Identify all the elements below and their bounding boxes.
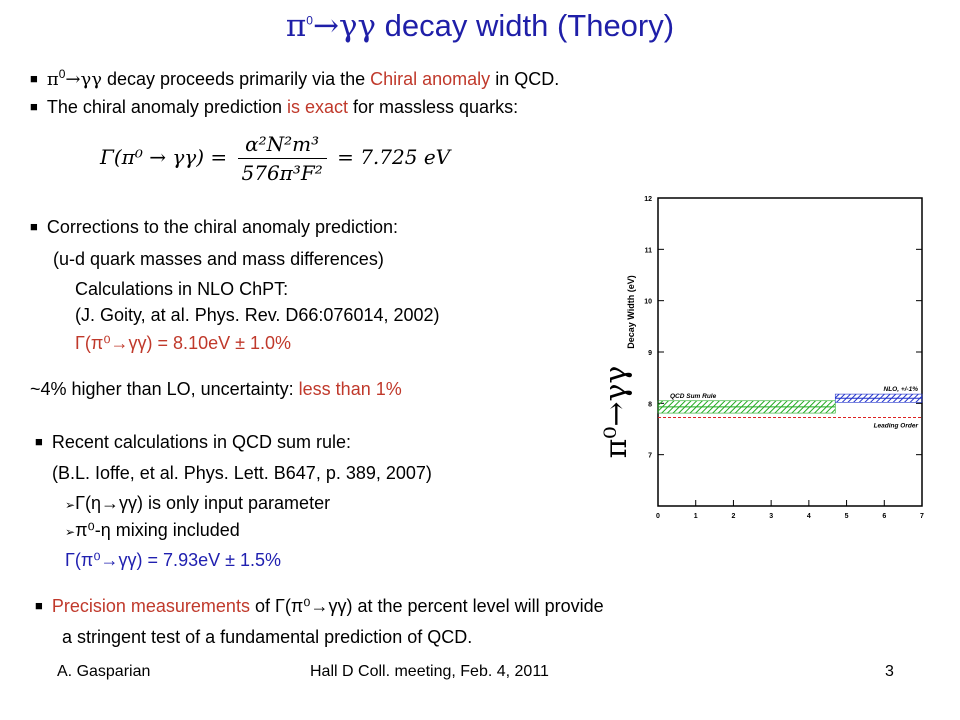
corrections-note: ~4% higher than LO, uncertainty: less th… <box>30 379 402 399</box>
chart-frame <box>657 197 923 507</box>
series-label: QCD Sum Rule <box>670 393 717 400</box>
precision-line-1: ■ Precision measurements of Γ(π⁰→γγ) at t… <box>35 596 604 616</box>
decay-width-chart: 7 8 9 10 11 12 0 1 2 3 4 5 6 7 QCD Sum Rule NLO, +/-1% L… <box>599 180 940 530</box>
qcd-result: Γ(π⁰→γγ) = 7.93eV ± 1.5% <box>65 550 282 570</box>
page-title: π0→γγ decay width (Theory) <box>285 8 675 44</box>
intro-line-2: ■ The chiral anomaly prediction is exact … <box>30 97 519 117</box>
y-tick-label: 8 <box>648 401 652 408</box>
qcd-item-2: ➢π⁰-η mixing included <box>65 520 240 540</box>
x-tick-label: 0 <box>656 513 660 520</box>
qcd-reference: (B.L. Ioffe, et al. Phys. Lett. B647, p.… <box>52 463 432 483</box>
bullet-icon: ■ <box>30 71 38 86</box>
y-tick-label: 11 <box>645 247 653 254</box>
footer-page-number: 3 <box>885 663 894 680</box>
qcd-item-1: ➢Γ(η→γγ) is only input parameter <box>65 493 331 513</box>
y-tick-label: 9 <box>648 350 652 357</box>
bullet-icon: ■ <box>35 598 43 613</box>
x-tick-label: 4 <box>807 513 811 520</box>
corrections-sub2: Calculations in NLO ChPT: <box>75 279 289 299</box>
corrections-sub3: (J. Goity, at al. Phys. Rev. D66:076014,… <box>75 305 440 325</box>
chart-side-label: π⁰→γγ <box>600 366 634 459</box>
nlo-result: Γ(π⁰→γγ) = 8.10eV ± 1.0% <box>75 333 292 353</box>
decay-width-formula: Γ(π⁰ → γγ) = α²N²m³ 576π³F² = 7.725 eV <box>100 132 451 185</box>
x-tick-label: 7 <box>920 513 924 520</box>
footer-author: A. Gasparian <box>57 663 151 680</box>
bullet-icon: ■ <box>30 99 38 114</box>
corrections-heading: ■ Corrections to the chiral anomaly predi… <box>30 217 399 237</box>
x-tick-label: 6 <box>882 513 886 520</box>
arrow-bullet-icon: ➢ <box>65 525 76 539</box>
precision-line-2: a stringent test of a fundamental predic… <box>62 627 473 647</box>
series-label: Leading Order <box>874 422 919 429</box>
footer-meeting: Hall D Coll. meeting, Feb. 4, 2011 <box>310 663 549 680</box>
y-tick-label: 10 <box>644 299 652 306</box>
y-tick-label: 12 <box>644 196 652 203</box>
qcd-heading: ■ Recent calculations in QCD sum rule: <box>35 432 351 452</box>
y-axis-label: Decay Width (eV) <box>626 275 636 348</box>
intro-line-1: ■ π0→γγ decay proceeds primarily via the … <box>30 67 560 90</box>
x-tick-label: 3 <box>769 513 773 520</box>
x-tick-label: 2 <box>731 513 735 520</box>
arrow-bullet-icon: ➢ <box>65 498 76 512</box>
series-label: NLO, +/-1% <box>884 386 919 393</box>
y-tick-label: 7 <box>648 453 652 460</box>
bullet-icon: ■ <box>35 434 43 449</box>
x-tick-label: 5 <box>845 513 849 520</box>
corrections-sub1: (u-d quark masses and mass differences) <box>53 249 384 269</box>
bullet-icon: ■ <box>30 219 38 234</box>
x-tick-label: 1 <box>694 513 698 520</box>
formula-fraction: α²N²m³ 576π³F² <box>237 132 327 185</box>
